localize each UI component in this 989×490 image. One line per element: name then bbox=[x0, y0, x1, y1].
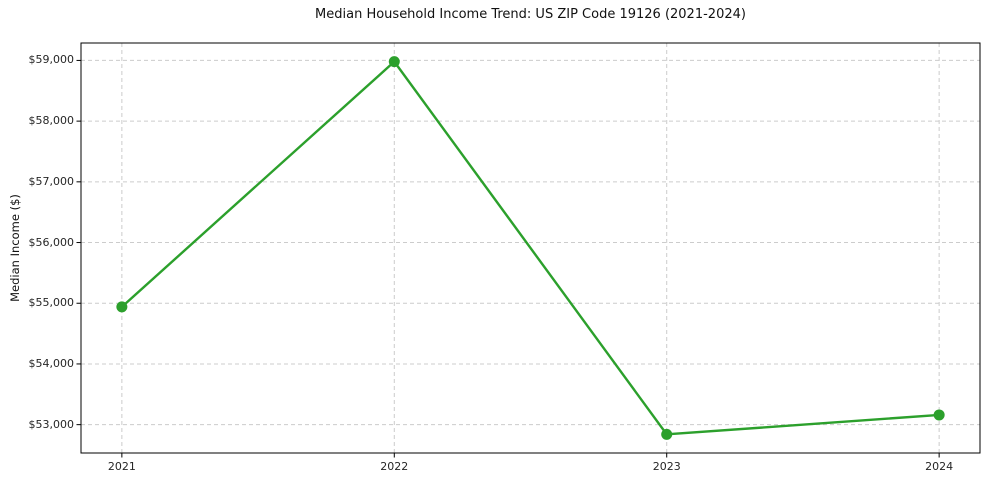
data-point-2023 bbox=[661, 428, 673, 440]
trend-line bbox=[121, 60, 940, 436]
axes-spines bbox=[80, 42, 981, 454]
y-tick-label: $56,000 bbox=[28, 235, 75, 249]
x-tick-label: 2021 bbox=[107, 460, 136, 473]
y-tick-label: $53,000 bbox=[28, 417, 75, 431]
data-point-2022 bbox=[388, 56, 400, 68]
y-tick-label: $55,000 bbox=[28, 296, 75, 310]
x-tick-label: 2023 bbox=[652, 460, 681, 473]
x-tick-label: 2024 bbox=[925, 460, 954, 473]
y-tick-label: $59,000 bbox=[28, 53, 75, 67]
data-point-2024 bbox=[933, 409, 945, 421]
x-tick-label: 2022 bbox=[380, 460, 409, 473]
y-tick-label: $58,000 bbox=[28, 114, 75, 128]
chart-title: Median Household Income Trend: US ZIP Co… bbox=[315, 7, 746, 22]
y-tick-label: $57,000 bbox=[28, 174, 75, 188]
y-tick-label: $54,000 bbox=[28, 356, 75, 370]
data-point-2021 bbox=[116, 301, 128, 313]
